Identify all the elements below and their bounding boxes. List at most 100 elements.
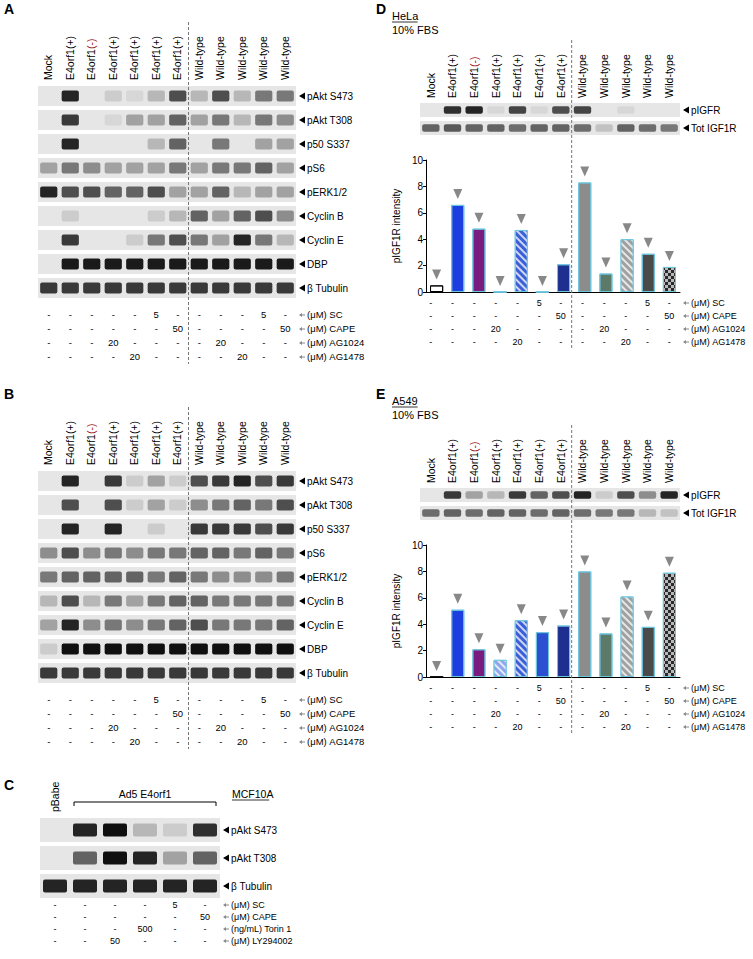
svg-text:-: - [668,683,671,693]
svg-text:-: - [581,311,584,321]
svg-text:-: - [451,298,454,308]
svg-text:-: - [538,337,541,347]
svg-text:-: - [155,722,158,733]
svg-text:A: A [4,1,14,17]
svg-text:(μM) AG1024: (μM) AG1024 [691,324,745,334]
svg-text:-: - [133,694,136,705]
svg-text:Cyclin B: Cyclin B [307,211,344,222]
svg-text:-: - [174,912,177,922]
svg-text:-: - [84,900,87,910]
svg-text:-: - [198,323,201,334]
svg-text:20: 20 [237,351,248,362]
svg-text:-: - [559,337,562,347]
svg-text:5: 5 [261,309,266,320]
svg-text:-: - [538,696,541,706]
svg-text:5: 5 [537,298,542,308]
svg-text:Wild-type: Wild-type [279,421,291,465]
svg-text:(μM) AG1478: (μM) AG1478 [691,337,745,347]
svg-text:-: - [241,708,244,719]
svg-text:E4orf1(+): E4orf1(+) [446,439,458,483]
svg-text:-: - [559,324,562,334]
svg-text:-: - [284,694,287,705]
svg-text:Wild-type: Wild-type [598,439,610,483]
svg-text:-: - [198,309,201,320]
svg-text:-: - [90,736,93,747]
svg-text:-: - [198,736,201,747]
svg-text:-: - [90,694,93,705]
svg-text:Wild-type: Wild-type [279,36,291,80]
svg-text:-: - [155,351,158,362]
svg-text:-: - [451,311,454,321]
svg-text:-: - [516,683,519,693]
svg-text:20: 20 [599,709,609,719]
svg-text:20: 20 [491,324,501,334]
svg-text:-: - [69,309,72,320]
svg-text:-: - [47,351,50,362]
svg-text:pIGFR: pIGFR [691,105,720,116]
svg-text:-: - [538,324,541,334]
svg-text:-: - [473,311,476,321]
svg-text:-: - [603,696,606,706]
svg-text:-: - [219,323,222,334]
svg-text:50: 50 [556,696,566,706]
svg-text:-: - [47,337,50,348]
svg-text:-: - [516,709,519,719]
svg-text:(μM) SC: (μM) SC [231,900,265,910]
svg-text:pAkt S473: pAkt S473 [231,825,278,836]
svg-text:-: - [112,694,115,705]
svg-text:A549: A549 [392,395,418,407]
svg-text:-: - [473,324,476,334]
svg-text:-: - [646,324,649,334]
svg-text:-: - [90,708,93,719]
svg-text:Wild-type: Wild-type [620,439,632,483]
svg-text:Wild-type: Wild-type [641,54,653,98]
svg-text:-: - [144,936,147,946]
svg-text:20: 20 [237,736,248,747]
svg-text:-: - [473,709,476,719]
svg-text:50: 50 [280,708,291,719]
svg-text:-: - [494,298,497,308]
svg-text:-: - [198,708,201,719]
svg-text:-: - [47,323,50,334]
svg-text:-: - [624,683,627,693]
svg-text:(μM) SC: (μM) SC [307,694,343,705]
svg-text:pERK1/2: pERK1/2 [307,572,347,583]
svg-text:HeLa: HeLa [392,10,419,22]
svg-text:-: - [581,298,584,308]
svg-text:-: - [133,337,136,348]
svg-text:500: 500 [137,924,152,934]
svg-text:D: D [376,1,386,17]
svg-text:E4orf1(+): E4orf1(+) [150,421,162,465]
svg-text:-: - [429,298,432,308]
svg-text:Wild-type: Wild-type [257,421,269,465]
svg-text:10: 10 [412,155,424,166]
svg-text:E4orf1(+): E4orf1(+) [64,421,76,465]
svg-text:pAkt T308: pAkt T308 [231,853,277,864]
svg-text:-: - [219,351,222,362]
svg-text:-: - [429,722,432,732]
svg-text:Cyclin B: Cyclin B [307,596,344,607]
svg-text:(μM) CAPE: (μM) CAPE [691,311,737,321]
svg-text:-: - [538,722,541,732]
svg-text:-: - [646,337,649,347]
svg-text:-: - [538,709,541,719]
svg-text:-: - [451,722,454,732]
svg-text:-: - [429,324,432,334]
svg-text:E4orf1(-): E4orf1(-) [85,424,97,465]
svg-text:Mock: Mock [42,439,54,465]
svg-text:-: - [624,709,627,719]
svg-text:Wild-type: Wild-type [193,421,205,465]
svg-text:-: - [624,298,627,308]
svg-text:-: - [176,722,179,733]
svg-text:-: - [84,936,87,946]
svg-text:(μM) AG1024: (μM) AG1024 [307,337,364,348]
svg-text:-: - [284,736,287,747]
svg-text:-: - [581,337,584,347]
svg-text:-: - [241,309,244,320]
svg-text:p50 S337: p50 S337 [307,139,350,150]
svg-text:-: - [473,683,476,693]
svg-text:-: - [429,709,432,719]
svg-text:-: - [133,309,136,320]
svg-text:Wild-type: Wild-type [193,36,205,80]
svg-text:-: - [646,311,649,321]
